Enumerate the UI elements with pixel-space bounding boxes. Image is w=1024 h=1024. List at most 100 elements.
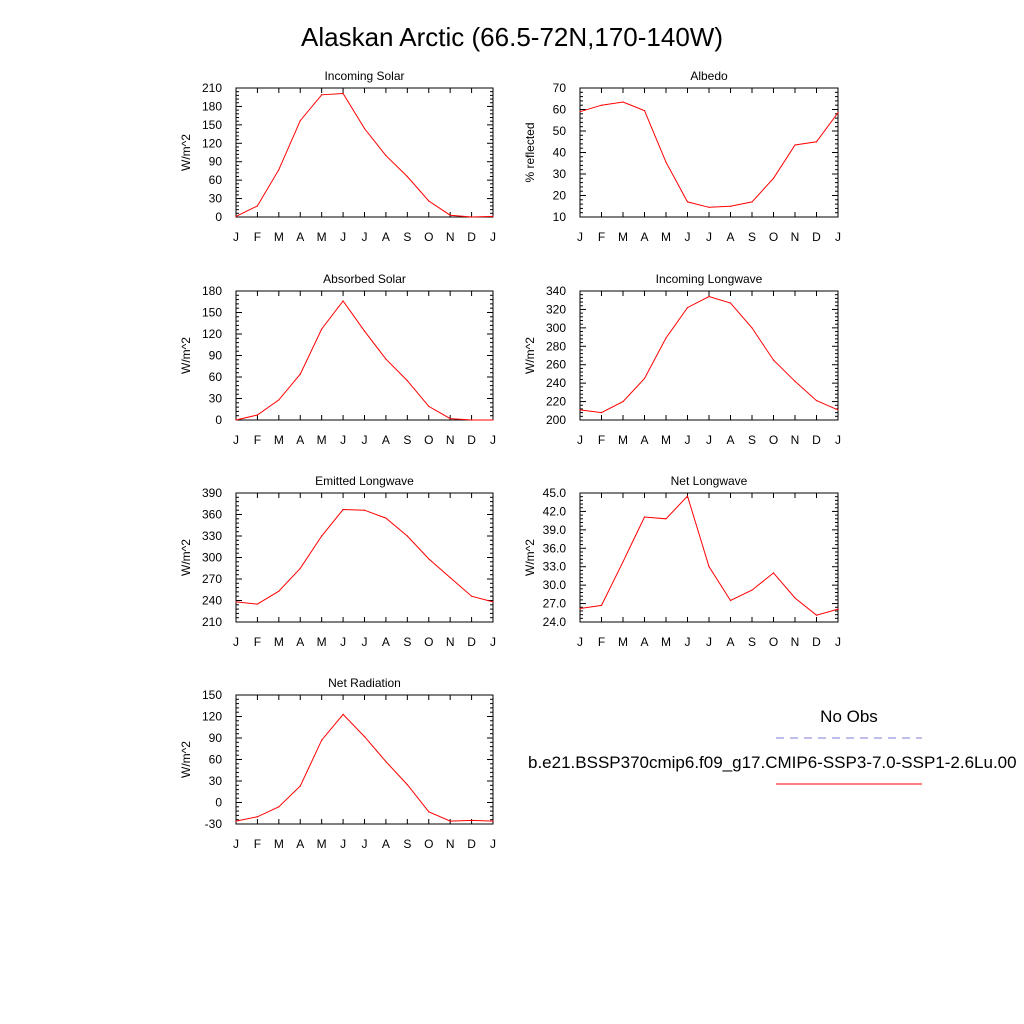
- x-tick-label: A: [382, 433, 390, 447]
- data-point: [278, 169, 280, 171]
- plot-frame: [235, 694, 494, 825]
- data-point: [708, 566, 710, 568]
- x-tick-label: S: [403, 433, 411, 447]
- y-tick-label: 60: [209, 173, 223, 187]
- x-tick-label: A: [296, 635, 304, 649]
- y-tick-label: 42.0: [543, 504, 567, 518]
- data-point: [492, 820, 494, 822]
- y-tick-label: 20: [553, 189, 567, 203]
- data-point: [235, 820, 237, 822]
- x-tick-label: M: [317, 433, 327, 447]
- data-point: [729, 599, 732, 602]
- data-point: [492, 419, 494, 421]
- data-point: [428, 811, 430, 813]
- x-tick-label: M: [661, 433, 671, 447]
- y-axis-label: % reflected: [523, 122, 537, 182]
- y-axis-label: W/m^2: [179, 741, 193, 778]
- data-point: [385, 761, 387, 763]
- data-point: [449, 214, 451, 216]
- y-tick-label: 120: [202, 327, 222, 341]
- y-tick-label: 0: [215, 210, 222, 224]
- x-tick-label: D: [812, 230, 821, 244]
- y-tick-label: 210: [202, 81, 222, 95]
- x-tick-label: J: [340, 837, 346, 851]
- data-point: [385, 517, 387, 519]
- legend: No Obs b.e21.BSSP370cmip6.f09_g17.CMIP6-…: [528, 707, 1017, 785]
- data-point: [772, 359, 775, 361]
- data-point: [665, 518, 667, 520]
- y-tick-label: 390: [202, 486, 222, 500]
- y-tick-label: 300: [202, 551, 222, 565]
- data-point: [406, 783, 408, 786]
- y-tick-label: -30: [205, 817, 223, 831]
- data-point: [278, 806, 280, 808]
- x-tick-label: J: [362, 635, 368, 649]
- y-tick-label: 30: [553, 167, 567, 181]
- x-tick-label: J: [685, 230, 691, 244]
- x-tick-label: J: [835, 635, 841, 649]
- data-point: [235, 601, 237, 603]
- data-point: [751, 589, 753, 591]
- x-tick-label: A: [640, 635, 648, 649]
- x-tick-label: J: [490, 230, 496, 244]
- x-tick-label: M: [317, 230, 327, 244]
- x-tick-label: F: [598, 635, 605, 649]
- y-axis-label: W/m^2: [523, 539, 537, 576]
- y-tick-label: 240: [546, 376, 566, 390]
- x-tick-label: J: [362, 837, 368, 851]
- y-axis-label: W/m^2: [179, 337, 193, 374]
- x-tick-label: M: [618, 635, 628, 649]
- y-tick-label: 330: [202, 529, 222, 543]
- y-axis-label: W/m^2: [179, 539, 193, 576]
- x-tick-label: J: [577, 230, 583, 244]
- data-point: [363, 735, 366, 738]
- y-tick-label: 27.0: [543, 597, 567, 611]
- x-tick-label: J: [577, 635, 583, 649]
- data-point: [837, 112, 839, 114]
- data-point: [428, 200, 430, 202]
- x-tick-label: J: [362, 230, 368, 244]
- legend-model-label: b.e21.BSSP370cmip6.f09_g17.CMIP6-SSP3-7.…: [528, 753, 1017, 772]
- data-point: [235, 419, 237, 421]
- x-tick-label: D: [467, 635, 476, 649]
- y-tick-label: 10: [553, 210, 567, 224]
- data-point: [449, 576, 451, 579]
- data-point: [492, 601, 494, 603]
- data-point: [686, 495, 689, 497]
- x-tick-label: S: [403, 230, 411, 244]
- data-point: [342, 92, 344, 95]
- x-tick-label: J: [490, 433, 496, 447]
- data-point: [815, 614, 818, 616]
- y-tick-label: 150: [202, 118, 222, 132]
- x-tick-label: S: [403, 635, 411, 649]
- data-point: [342, 300, 344, 302]
- y-tick-label: 39.0: [543, 523, 567, 537]
- data-point: [794, 380, 796, 382]
- x-tick-label: N: [791, 433, 800, 447]
- series-line-incoming-longwave: [579, 295, 839, 414]
- data-point: [470, 216, 473, 218]
- y-tick-label: 30.0: [543, 578, 567, 592]
- y-tick-label: 210: [202, 615, 222, 629]
- y-tick-label: 90: [209, 155, 223, 169]
- series-line-albedo: [579, 101, 839, 208]
- x-tick-label: D: [467, 230, 476, 244]
- data-point: [665, 337, 667, 339]
- y-axis-label: W/m^2: [179, 134, 193, 171]
- x-tick-label: S: [748, 635, 756, 649]
- x-tick-label: D: [812, 635, 821, 649]
- x-tick-label: N: [446, 230, 455, 244]
- x-tick-label: M: [317, 635, 327, 649]
- x-tick-label: A: [382, 230, 390, 244]
- x-tick-label: N: [446, 433, 455, 447]
- data-point: [492, 215, 494, 217]
- data-point: [794, 144, 796, 146]
- x-tick-label: M: [317, 837, 327, 851]
- y-tick-label: 30: [209, 392, 223, 406]
- y-tick-label: 180: [202, 99, 222, 113]
- data-point: [256, 603, 259, 605]
- data-point: [449, 417, 451, 420]
- data-point: [321, 328, 323, 330]
